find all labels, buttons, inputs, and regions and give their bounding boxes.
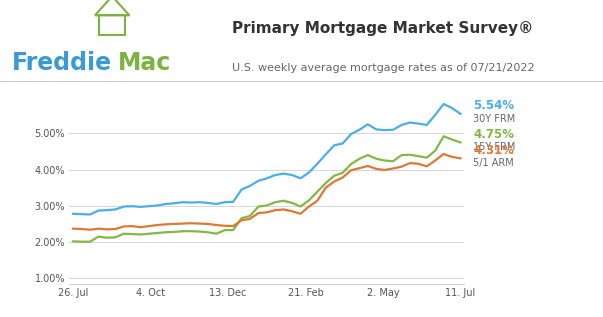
Text: 5/1 ARM: 5/1 ARM xyxy=(473,158,514,168)
Text: 4.75%: 4.75% xyxy=(473,128,514,141)
Text: U.S. weekly average mortgage rates as of 07/21/2022: U.S. weekly average mortgage rates as of… xyxy=(232,63,535,74)
Text: 4.31%: 4.31% xyxy=(473,144,514,157)
Text: Mac: Mac xyxy=(118,51,171,75)
Text: Freddie: Freddie xyxy=(12,51,112,75)
Text: 15Y FRM: 15Y FRM xyxy=(473,142,516,152)
Text: 5.54%: 5.54% xyxy=(473,99,514,113)
Text: 30Y FRM: 30Y FRM xyxy=(473,113,516,124)
Text: Primary Mortgage Market Survey®: Primary Mortgage Market Survey® xyxy=(232,21,534,36)
